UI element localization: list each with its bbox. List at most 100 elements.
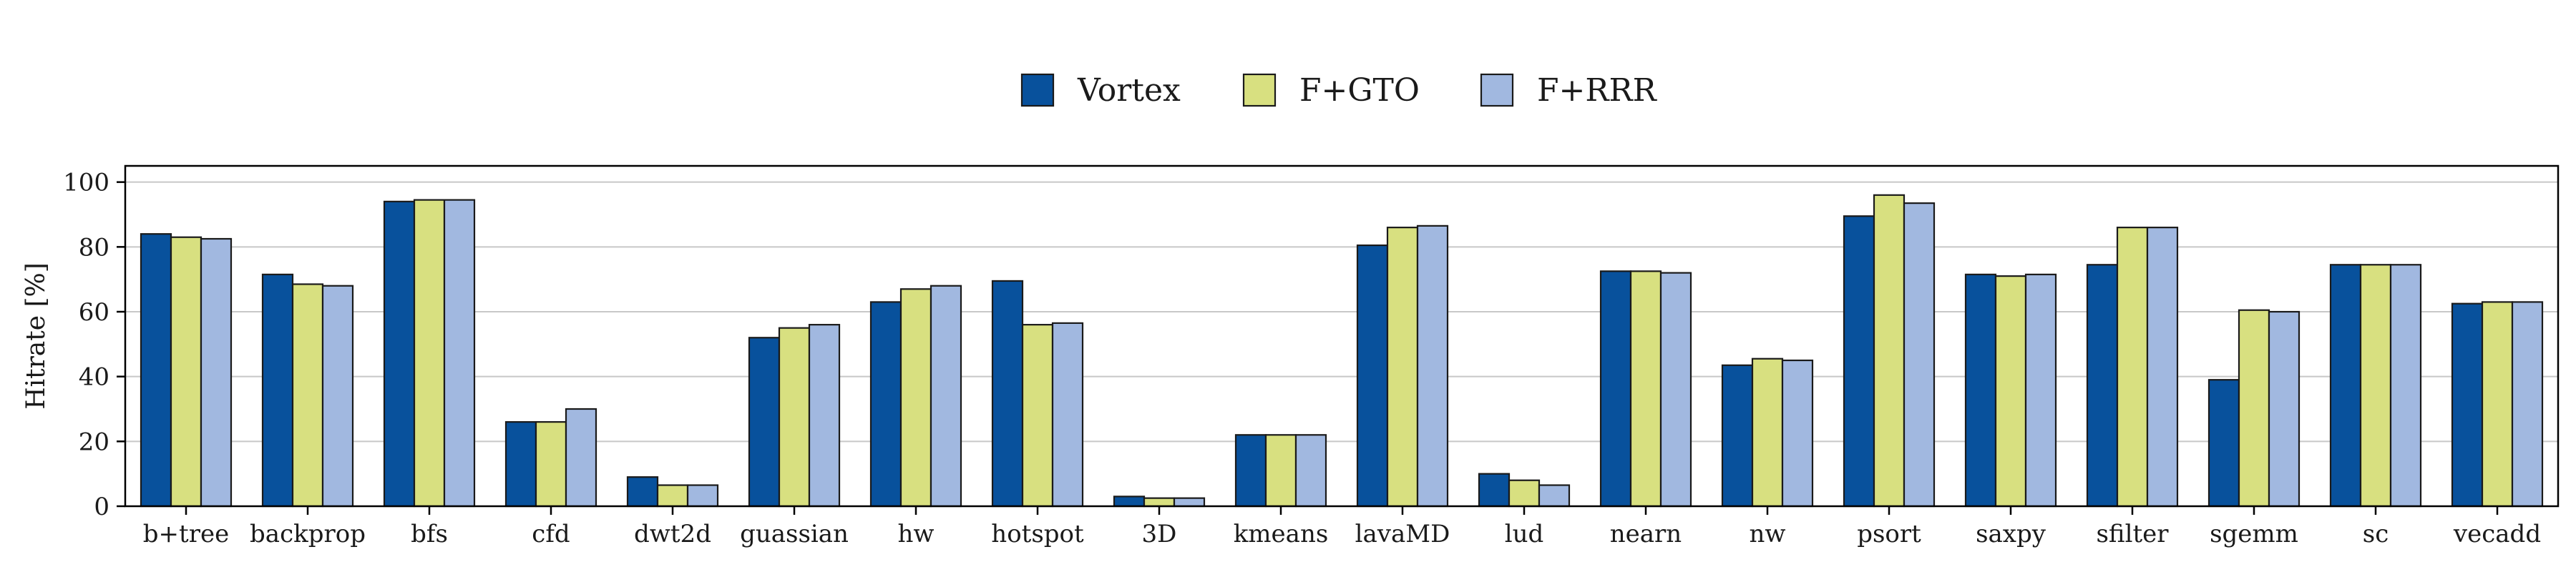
bar-F+GTO-lud bbox=[1508, 479, 1541, 508]
bar-group-cfd bbox=[504, 408, 597, 508]
bar-group-bfs bbox=[383, 199, 476, 508]
bar-F+RRR-nearn bbox=[1659, 272, 1692, 508]
bar-group-guassian bbox=[748, 324, 841, 508]
y-axis-label: Hitrate [%] bbox=[21, 262, 51, 410]
x-axis: b+tree backprop bfs cfd dwt2d guassian hw hotsp… bbox=[143, 506, 2541, 548]
bar-Vortex-kmeans bbox=[1234, 434, 1267, 508]
grid bbox=[125, 181, 2558, 443]
x-tick-label-sfilter: sfilter bbox=[2096, 520, 2169, 548]
x-tick-label-vecadd: vecadd bbox=[2453, 520, 2541, 548]
x-tick-label-lavaMD: lavaMD bbox=[1355, 520, 1450, 548]
bar-F+GTO-3D bbox=[1143, 497, 1176, 508]
y-axis: 0 20 40 60 80 100 bbox=[63, 169, 125, 521]
bar-F+RRR-dwt2d bbox=[686, 484, 719, 508]
x-tick-label-hw: hw bbox=[898, 520, 935, 548]
bar-group-lavaMD bbox=[1356, 225, 1449, 508]
bar-Vortex-sgemm bbox=[2207, 379, 2240, 508]
bar-group-nw bbox=[1721, 358, 1814, 508]
x-tick-label-sgemm: sgemm bbox=[2210, 520, 2298, 548]
bar-group-lud bbox=[1478, 473, 1571, 508]
bar-F+RRR-backprop bbox=[321, 285, 354, 508]
legend-label: Vortex bbox=[1077, 72, 1181, 109]
bar-Vortex-guassian bbox=[748, 337, 781, 508]
bar-F+RRR-cfd bbox=[565, 408, 597, 508]
bar-F+GTO-sc bbox=[2359, 264, 2392, 508]
x-tick-label-sc: sc bbox=[2363, 520, 2389, 548]
bar-F+RRR-hw bbox=[930, 285, 962, 508]
bar-F+RRR-sfilter bbox=[2146, 227, 2179, 508]
bar-group-hw bbox=[869, 285, 962, 508]
bar-F+GTO-vecadd bbox=[2481, 301, 2514, 508]
y-tick-label: 80 bbox=[79, 233, 109, 262]
bar-F+GTO-sfilter bbox=[2116, 227, 2149, 508]
bar-F+RRR-3D bbox=[1173, 497, 1206, 508]
x-tick-label-dwt2d: dwt2d bbox=[634, 520, 711, 548]
bar-F+GTO-nw bbox=[1751, 358, 1784, 508]
bar-F+GTO-kmeans bbox=[1264, 434, 1297, 508]
bar-Vortex-sfilter bbox=[2086, 264, 2119, 508]
bar-Vortex-lavaMD bbox=[1356, 244, 1389, 508]
legend-label: F+RRR bbox=[1537, 72, 1658, 109]
plot-frame bbox=[124, 164, 2560, 508]
bar-Vortex-lud bbox=[1478, 473, 1511, 508]
x-tick-label-kmeans: kmeans bbox=[1234, 520, 1329, 548]
bar-Vortex-vecadd bbox=[2451, 302, 2484, 508]
bar-F+GTO-nearn bbox=[1629, 270, 1662, 508]
bar-Vortex-bfs bbox=[383, 200, 416, 508]
bar-Vortex-nw bbox=[1721, 364, 1754, 508]
x-tick-label-guassian: guassian bbox=[740, 520, 849, 548]
bar-group-dwt2d bbox=[626, 476, 719, 508]
x-tick-label-nearn: nearn bbox=[1610, 520, 1682, 548]
bar-F+GTO-hotspot bbox=[1021, 324, 1054, 508]
bar-group-3D bbox=[1113, 495, 1206, 508]
bar-group-nearn bbox=[1599, 270, 1692, 508]
bar-group-psort bbox=[1843, 194, 1936, 508]
bar-Vortex-saxpy bbox=[1964, 273, 1997, 508]
bars bbox=[140, 194, 2544, 508]
bar-F+RRR-bfs bbox=[443, 199, 476, 508]
bar-Vortex-psort bbox=[1843, 215, 1875, 508]
bar-F+RRR-b+tree bbox=[200, 237, 233, 508]
legend-label: F+GTO bbox=[1299, 72, 1420, 109]
x-tick-label-hotspot: hotspot bbox=[991, 520, 1084, 548]
bar-F+RRR-guassian bbox=[808, 324, 841, 508]
x-tick-label-backprop: backprop bbox=[250, 520, 366, 548]
legend-item-F+RRR: F+RRR bbox=[1480, 72, 1658, 109]
bar-Vortex-sc bbox=[2329, 264, 2362, 508]
bar-Vortex-cfd bbox=[504, 421, 537, 508]
bar-F+GTO-psort bbox=[1873, 194, 1906, 508]
bar-group-sfilter bbox=[2086, 227, 2179, 508]
bar-group-saxpy bbox=[1964, 273, 2057, 508]
bar-F+GTO-b+tree bbox=[170, 236, 203, 508]
y-tick-label: 40 bbox=[79, 363, 109, 392]
bar-F+RRR-vecadd bbox=[2511, 301, 2544, 508]
bar-group-kmeans bbox=[1234, 434, 1327, 508]
bar-group-vecadd bbox=[2451, 301, 2544, 508]
legend-item-F+GTO: F+GTO bbox=[1242, 72, 1420, 109]
bar-F+GTO-guassian bbox=[778, 327, 811, 508]
bar-F+GTO-lavaMD bbox=[1386, 227, 1419, 508]
legend-swatch bbox=[1242, 73, 1277, 107]
bar-F+GTO-cfd bbox=[535, 421, 567, 508]
bar-group-sgemm bbox=[2207, 309, 2301, 508]
bar-group-sc bbox=[2329, 264, 2422, 508]
bar-group-backprop bbox=[261, 273, 354, 508]
bar-F+GTO-hw bbox=[899, 288, 932, 508]
legend: Vortex F+GTO F+RRR bbox=[1020, 72, 1658, 109]
bar-Vortex-3D bbox=[1113, 495, 1146, 508]
bar-F+RRR-saxpy bbox=[2024, 273, 2057, 508]
bar-Vortex-b+tree bbox=[140, 233, 172, 508]
bar-F+GTO-sgemm bbox=[2238, 309, 2270, 508]
bar-F+RRR-kmeans bbox=[1294, 434, 1327, 508]
legend-item-Vortex: Vortex bbox=[1020, 72, 1181, 109]
bar-Vortex-hw bbox=[869, 301, 902, 508]
x-tick-label-psort: psort bbox=[1857, 520, 1921, 548]
bar-F+RRR-nw bbox=[1781, 359, 1814, 508]
x-tick-label-bfs: bfs bbox=[411, 520, 448, 548]
bar-F+GTO-saxpy bbox=[1994, 275, 2027, 508]
x-tick-label-b+tree: b+tree bbox=[143, 520, 229, 548]
bar-F+RRR-sgemm bbox=[2268, 310, 2301, 508]
bar-group-hotspot bbox=[991, 280, 1084, 508]
bar-F+RRR-psort bbox=[1903, 202, 1936, 508]
